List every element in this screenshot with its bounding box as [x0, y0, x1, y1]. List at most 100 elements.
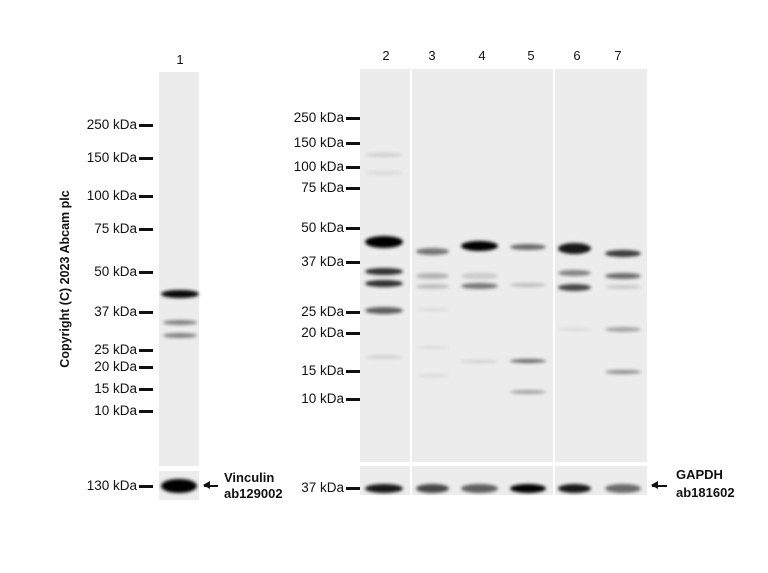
lane-label-2: 2 [382, 48, 390, 63]
band [416, 307, 449, 311]
band [605, 249, 641, 257]
band [365, 267, 403, 275]
marker-label: 20 kDa [94, 359, 137, 374]
marker-tick [139, 311, 153, 314]
band [558, 270, 591, 276]
lane-label-4: 4 [478, 48, 486, 63]
band [558, 327, 591, 331]
lane-separator [410, 69, 412, 462]
marker-label: 50 kDa [94, 264, 137, 279]
band [461, 283, 498, 289]
left-blot-membrane [159, 72, 199, 466]
lane-separator [553, 69, 555, 462]
vinculin-band [161, 479, 197, 493]
band [461, 241, 498, 251]
marker-label: 130 kDa [86, 478, 137, 493]
gapdh-band [510, 483, 546, 493]
marker-label: 20 kDa [301, 325, 344, 340]
band [416, 273, 449, 279]
marker-tick [346, 227, 360, 230]
band [416, 247, 449, 255]
marker-label: 75 kDa [94, 221, 137, 236]
gapdh-band [605, 483, 641, 493]
loading-control-name: Vinculin [224, 470, 275, 485]
marker-label: 100 kDa [293, 159, 344, 174]
band [510, 390, 546, 394]
marker-tick [139, 271, 153, 274]
lane-separator [553, 466, 555, 495]
band [365, 236, 403, 248]
band [416, 283, 449, 289]
band [605, 370, 641, 374]
lane-label-7: 7 [614, 48, 622, 63]
band [163, 319, 197, 325]
marker-tick [139, 388, 153, 391]
right-blot-membrane [360, 69, 647, 462]
gapdh-band [461, 483, 498, 493]
marker-tick [139, 157, 153, 160]
band [510, 283, 546, 287]
lane-label-5: 5 [527, 48, 535, 63]
loading-control-antibody: ab181602 [676, 485, 735, 500]
gapdh-band [416, 483, 449, 493]
band [461, 359, 498, 363]
band [416, 345, 449, 349]
band [365, 279, 403, 287]
arrow-icon [651, 482, 667, 488]
marker-label: 15 kDa [94, 381, 137, 396]
marker-tick [346, 332, 360, 335]
marker-label: 15 kDa [301, 363, 344, 378]
band [365, 306, 403, 314]
marker-label: 37 kDa [301, 254, 344, 269]
marker-label: 37 kDa [94, 304, 137, 319]
band [365, 171, 403, 175]
band [510, 359, 546, 363]
marker-label: 10 kDa [301, 391, 344, 406]
band [163, 332, 197, 338]
marker-label: 50 kDa [301, 220, 344, 235]
marker-label: 25 kDa [94, 342, 137, 357]
band [510, 244, 546, 250]
loading-control-name: GAPDH [676, 467, 723, 482]
band [605, 285, 641, 289]
marker-tick [139, 349, 153, 352]
band [365, 153, 403, 157]
marker-label: 37 kDa [301, 480, 344, 495]
band [161, 290, 199, 298]
marker-label: 75 kDa [301, 180, 344, 195]
marker-tick [139, 485, 153, 488]
lane-label-1: 1 [176, 52, 184, 67]
marker-tick [346, 311, 360, 314]
marker-label: 150 kDa [293, 135, 344, 150]
band [416, 373, 449, 377]
gapdh-band [558, 483, 591, 493]
marker-tick [139, 195, 153, 198]
loading-control-antibody: ab129002 [224, 486, 283, 501]
marker-label: 250 kDa [293, 110, 344, 125]
marker-tick [346, 187, 360, 190]
band [365, 355, 403, 359]
marker-tick [346, 398, 360, 401]
marker-tick [346, 370, 360, 373]
band [461, 273, 498, 279]
marker-tick [139, 228, 153, 231]
marker-tick [139, 410, 153, 413]
band [558, 242, 591, 254]
lane-separator [410, 466, 412, 495]
gapdh-band [365, 483, 403, 493]
marker-label: 10 kDa [94, 403, 137, 418]
marker-tick [139, 366, 153, 369]
marker-tick [346, 487, 360, 490]
marker-label: 25 kDa [301, 304, 344, 319]
lane-label-3: 3 [428, 48, 436, 63]
marker-tick [346, 261, 360, 264]
marker-label: 250 kDa [86, 117, 137, 132]
marker-tick [139, 124, 153, 127]
marker-label: 100 kDa [86, 188, 137, 203]
band [558, 283, 591, 291]
marker-label: 150 kDa [86, 150, 137, 165]
marker-tick [346, 166, 360, 169]
arrow-icon [203, 482, 218, 488]
marker-tick [346, 117, 360, 120]
